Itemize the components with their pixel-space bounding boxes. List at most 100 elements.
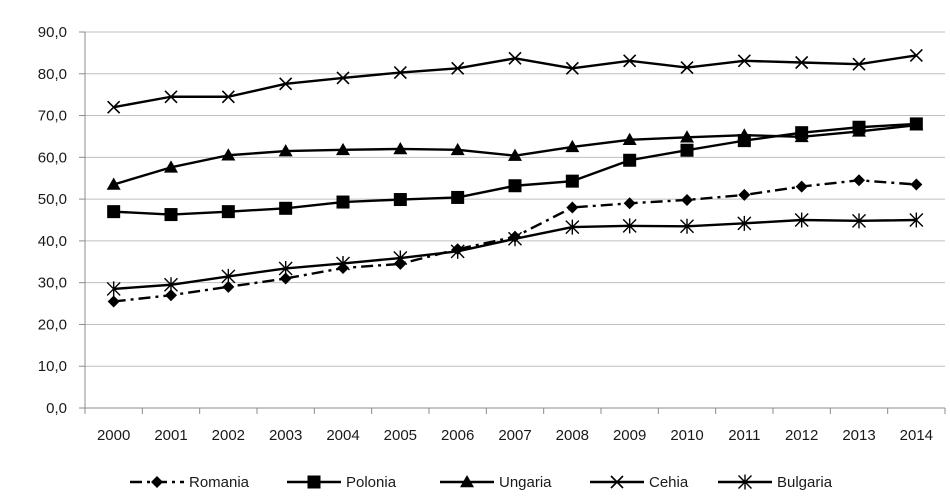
data-point-polonia: [451, 190, 465, 204]
series-lines: [106, 48, 924, 308]
data-point-bulgaria: [680, 218, 694, 234]
legend-marker: [738, 474, 752, 490]
legend-item-polonia: Polonia: [287, 474, 397, 491]
data-point-cehia: [107, 100, 121, 114]
data-point-ungaria: [278, 144, 293, 157]
y-tick-label: 30,0: [38, 275, 67, 292]
data-point-cehia: [221, 90, 235, 104]
legend-label: Bulgaria: [777, 474, 833, 491]
y-tick-label: 60,0: [38, 149, 67, 166]
x-tick-label: 2002: [212, 427, 245, 444]
data-point-cehia: [795, 55, 809, 70]
x-tick-label: 2005: [384, 427, 417, 444]
x-tick-label: 2008: [556, 427, 589, 444]
data-point-bulgaria: [737, 215, 752, 231]
data-point-romania: [165, 289, 177, 302]
x-tick-label: 2013: [842, 427, 875, 444]
x-tick-label: 2000: [97, 427, 130, 444]
data-point-ungaria: [680, 130, 694, 143]
data-point-ungaria: [909, 118, 924, 131]
series-line-bulgaria: [113, 218, 917, 291]
x-tick-label: 2012: [785, 427, 818, 444]
data-point-cehia: [336, 71, 350, 85]
data-point-romania: [681, 193, 693, 206]
data-point-cehia: [279, 77, 293, 91]
data-point-cehia: [737, 54, 751, 68]
data-point-polonia: [680, 143, 694, 157]
legend-item-romania: Romania: [130, 474, 250, 491]
data-point-polonia: [164, 208, 178, 222]
y-tick-label: 10,0: [38, 358, 67, 375]
y-tick-label: 80,0: [38, 66, 67, 83]
data-point-polonia: [107, 205, 121, 219]
data-point-bulgaria: [622, 218, 637, 234]
data-point-bulgaria: [909, 212, 924, 228]
data-point-bulgaria: [106, 281, 121, 297]
data-point-cehia: [623, 54, 637, 68]
x-tick-label: 2003: [269, 427, 302, 444]
series-cehia: [107, 48, 923, 114]
data-point-romania: [107, 295, 120, 308]
series-bulgaria: [106, 212, 924, 297]
data-point-bulgaria: [508, 231, 522, 247]
data-point-cehia: [680, 60, 694, 75]
series-line-cehia: [113, 54, 917, 109]
y-tick-label: 0,0: [46, 400, 67, 417]
data-point-cehia: [565, 61, 579, 75]
y-tick-label: 90,0: [38, 24, 67, 41]
y-tick-label: 20,0: [38, 316, 67, 333]
data-point-ungaria: [106, 177, 121, 190]
data-point-romania: [566, 201, 579, 214]
legend-marker: [307, 475, 321, 489]
legend-item-bulgaria: Bulgaria: [718, 474, 833, 491]
x-tick-label: 2007: [498, 427, 531, 444]
data-point-polonia: [279, 201, 293, 215]
data-point-cehia: [393, 65, 407, 80]
data-point-ungaria: [794, 129, 809, 143]
x-tick-label: 2014: [900, 427, 933, 444]
data-point-bulgaria: [450, 243, 465, 259]
data-point-polonia: [565, 174, 579, 188]
y-tick-label: 70,0: [38, 108, 67, 125]
data-point-ungaria: [852, 124, 866, 137]
x-tick-label: 2010: [670, 427, 703, 444]
legend-label: Ungaria: [499, 474, 552, 491]
data-point-cehia: [852, 57, 866, 71]
x-tick-label: 2001: [154, 427, 187, 444]
data-point-bulgaria: [336, 255, 350, 271]
data-point-polonia: [623, 153, 637, 167]
legend: Romania Polonia Ungaria Cehia Bulgaria: [130, 474, 833, 491]
data-point-cehia: [451, 61, 465, 75]
y-tick-labels: 0,0 10,0 20,0 30,0 40,0 50,0 60,0 70,0 80,0 90,0: [38, 24, 67, 417]
x-tick-labels: 2000 2001 2002 2003 2004 2005 2006 2007 2008 2009…: [97, 427, 933, 444]
data-point-romania: [279, 272, 292, 285]
data-point-bulgaria: [852, 213, 866, 229]
legend-label: Polonia: [346, 474, 397, 491]
data-point-ungaria: [164, 160, 178, 173]
data-point-ungaria: [737, 128, 752, 141]
x-tick-label: 2011: [728, 427, 760, 444]
data-point-polonia: [393, 193, 407, 207]
data-point-cehia: [164, 90, 178, 104]
data-point-bulgaria: [278, 260, 293, 276]
data-point-polonia: [508, 179, 522, 193]
data-point-romania: [222, 280, 235, 293]
x-tick-label: 2004: [326, 427, 359, 444]
data-point-ungaria: [508, 148, 522, 161]
data-point-ungaria: [622, 132, 637, 146]
data-point-ungaria: [336, 142, 350, 156]
data-point-bulgaria: [164, 277, 178, 293]
legend-marker: [610, 475, 624, 489]
data-point-romania: [910, 178, 923, 191]
series-ungaria: [106, 118, 924, 190]
data-point-polonia: [336, 195, 350, 209]
legend-marker: [460, 475, 474, 488]
data-point-ungaria: [393, 141, 408, 155]
legend-item-cehia: Cehia: [590, 474, 689, 491]
data-point-bulgaria: [393, 250, 408, 266]
data-point-bulgaria: [794, 212, 809, 228]
legend-marker: [151, 476, 163, 488]
data-point-cehia: [508, 51, 522, 65]
